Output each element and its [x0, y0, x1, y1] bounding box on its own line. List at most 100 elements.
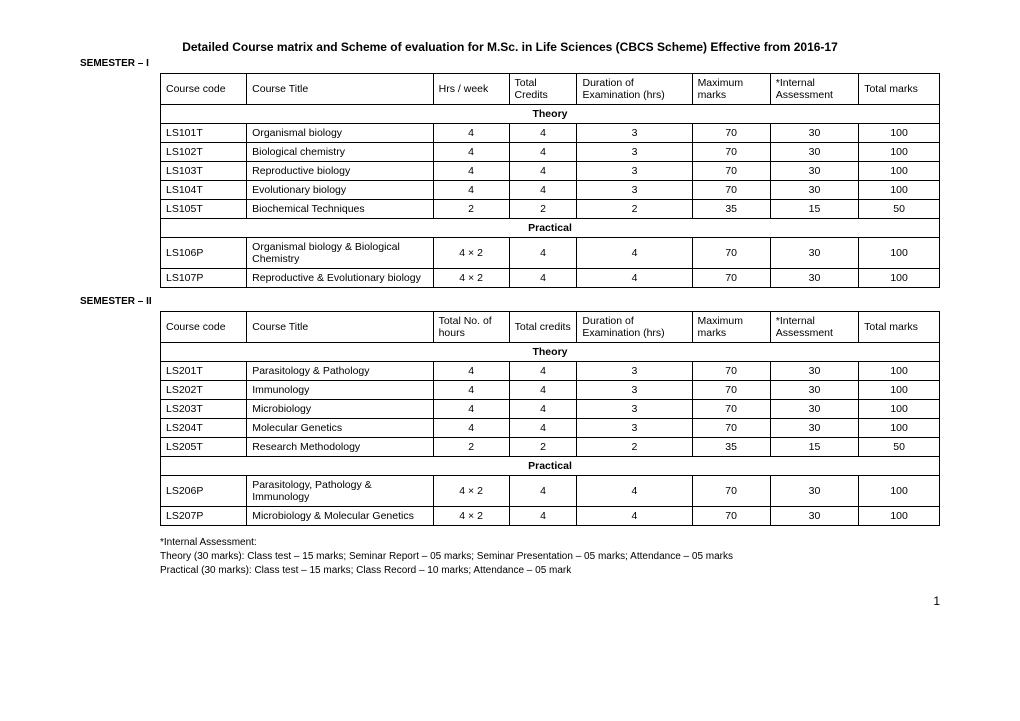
table-cell: 2	[509, 438, 577, 457]
header-title: Course Title	[247, 312, 433, 343]
header-internal: *Internal Assessment	[770, 312, 858, 343]
table-cell: 70	[692, 181, 770, 200]
table-row: LS206PParasitology, Pathology & Immunolo…	[161, 476, 940, 507]
table-cell: LS105T	[161, 200, 247, 219]
table-cell: 4	[509, 143, 577, 162]
table-cell: Microbiology & Molecular Genetics	[247, 507, 433, 526]
semester-1-label: SEMESTER – I	[80, 58, 940, 69]
table-cell: Organismal biology & Biological Chemistr…	[247, 238, 434, 269]
table-cell: LS101T	[161, 124, 247, 143]
footnote-line-1: *Internal Assessment:	[160, 536, 940, 550]
table-cell: 4	[433, 381, 509, 400]
table-cell: 3	[577, 419, 692, 438]
table-cell: 4	[509, 476, 577, 507]
table-cell: LS207P	[161, 507, 247, 526]
theory-label: Theory	[161, 343, 940, 362]
table-cell: 30	[770, 381, 858, 400]
table-cell: 70	[692, 124, 770, 143]
table-cell: 4	[577, 238, 692, 269]
table-cell: 3	[577, 162, 692, 181]
table-cell: 4	[433, 400, 509, 419]
table-cell: 4	[433, 143, 509, 162]
table-cell: 4	[577, 476, 692, 507]
table-cell: LS103T	[161, 162, 247, 181]
semester-2-table: Course code Course Title Total No. of ho…	[160, 311, 940, 526]
table-cell: LS206P	[161, 476, 247, 507]
table-cell: 50	[859, 200, 940, 219]
table-header-row: Course code Course Title Total No. of ho…	[161, 312, 940, 343]
header-max: Maximum marks	[692, 312, 770, 343]
table-cell: 4	[509, 181, 577, 200]
table-cell: 4	[509, 162, 577, 181]
table-row: LS205TResearch Methodology222351550	[161, 438, 940, 457]
header-title: Course Title	[247, 74, 434, 105]
table-cell: 70	[692, 381, 770, 400]
table-cell: Reproductive biology	[247, 162, 434, 181]
table-row: LS204TMolecular Genetics4437030100	[161, 419, 940, 438]
table-cell: 30	[770, 143, 858, 162]
table-cell: 4	[433, 162, 509, 181]
table-cell: 30	[770, 238, 858, 269]
table-cell: Reproductive & Evolutionary biology	[247, 269, 434, 288]
table-row: LS201TParasitology & Pathology4437030100	[161, 362, 940, 381]
table-cell: 3	[577, 400, 692, 419]
theory-section-row: Theory	[161, 343, 940, 362]
table-cell: 4	[433, 124, 509, 143]
header-credits: Total Credits	[509, 74, 577, 105]
table-cell: 30	[770, 476, 858, 507]
header-total: Total marks	[859, 74, 940, 105]
header-hrs: Hrs / week	[433, 74, 509, 105]
table-cell: 100	[859, 400, 940, 419]
table-cell: Parasitology, Pathology & Immunology	[247, 476, 433, 507]
table-cell: 100	[859, 362, 940, 381]
table-cell: 30	[770, 419, 858, 438]
table-cell: LS203T	[161, 400, 247, 419]
table-cell: 2	[577, 438, 692, 457]
header-total: Total marks	[859, 312, 940, 343]
footnote-line-2: Theory (30 marks): Class test – 15 marks…	[160, 550, 940, 564]
practical-section-row: Practical	[161, 457, 940, 476]
table-cell: 2	[433, 438, 509, 457]
table-cell: 4	[509, 362, 577, 381]
header-max: Maximum marks	[692, 74, 770, 105]
header-code: Course code	[161, 312, 247, 343]
table-cell: LS201T	[161, 362, 247, 381]
table-cell: 2	[577, 200, 692, 219]
table-cell: 100	[859, 419, 940, 438]
table-cell: 4	[509, 400, 577, 419]
table-cell: 4	[577, 269, 692, 288]
table-cell: Biochemical Techniques	[247, 200, 434, 219]
table-cell: 35	[692, 438, 770, 457]
header-code: Course code	[161, 74, 247, 105]
page-number: 1	[80, 594, 940, 608]
table-cell: 70	[692, 507, 770, 526]
table-cell: 4	[577, 507, 692, 526]
table-cell: 15	[770, 438, 858, 457]
table-cell: 30	[770, 400, 858, 419]
table-cell: LS204T	[161, 419, 247, 438]
table-cell: 100	[859, 143, 940, 162]
table-cell: 30	[770, 124, 858, 143]
table-cell: 70	[692, 269, 770, 288]
table-cell: Parasitology & Pathology	[247, 362, 433, 381]
table-row: LS207PMicrobiology & Molecular Genetics 4…	[161, 507, 940, 526]
practical-section-row: Practical	[161, 219, 940, 238]
table-cell: 100	[859, 162, 940, 181]
table-cell: LS106P	[161, 238, 247, 269]
table-row: LS104TEvolutionary biology4437030100	[161, 181, 940, 200]
table-cell: Biological chemistry	[247, 143, 434, 162]
table-cell: 4	[509, 124, 577, 143]
footnote-block: *Internal Assessment: Theory (30 marks):…	[160, 536, 940, 578]
table-cell: 70	[692, 419, 770, 438]
table-cell: 30	[770, 507, 858, 526]
semester-2-label: SEMESTER – II	[80, 296, 940, 307]
table-cell: Research Methodology	[247, 438, 433, 457]
table-cell: 4	[433, 362, 509, 381]
page-title: Detailed Course matrix and Scheme of eva…	[80, 40, 940, 54]
footnote-line-3: Practical (30 marks): Class test – 15 ma…	[160, 564, 940, 578]
table-cell: LS205T	[161, 438, 247, 457]
table-cell: 100	[859, 124, 940, 143]
table-cell: 3	[577, 381, 692, 400]
table-cell: 30	[770, 269, 858, 288]
table-cell: 100	[859, 269, 940, 288]
